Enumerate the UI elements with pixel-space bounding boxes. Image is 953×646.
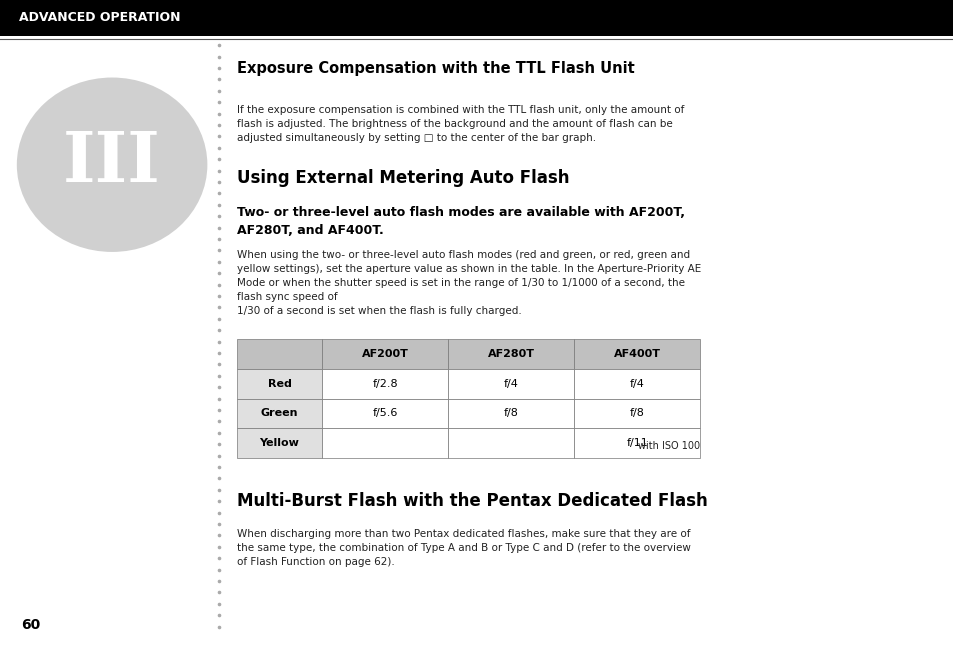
- Text: Green: Green: [260, 408, 298, 419]
- Text: 60: 60: [21, 618, 40, 632]
- Text: f/11: f/11: [626, 438, 647, 448]
- Text: Yellow: Yellow: [259, 438, 299, 448]
- Text: Using External Metering Auto Flash: Using External Metering Auto Flash: [236, 169, 569, 187]
- Bar: [574, 399, 700, 428]
- Text: with ISO 100: with ISO 100: [638, 441, 700, 451]
- Bar: [236, 399, 322, 428]
- Bar: [448, 369, 574, 399]
- Text: f/4: f/4: [629, 379, 644, 389]
- Text: AF280T: AF280T: [487, 349, 535, 359]
- Text: When using the two- or three-level auto flash modes (red and green, or red, gree: When using the two- or three-level auto …: [236, 250, 700, 316]
- Text: If the exposure compensation is combined with the TTL flash unit, only the amoun: If the exposure compensation is combined…: [236, 105, 683, 143]
- Bar: [448, 339, 574, 369]
- Text: Multi-Burst Flash with the Pentax Dedicated Flash: Multi-Burst Flash with the Pentax Dedica…: [236, 492, 706, 510]
- Bar: [236, 339, 322, 369]
- Text: When discharging more than two Pentax dedicated flashes, make sure that they are: When discharging more than two Pentax de…: [236, 529, 690, 567]
- Bar: [448, 428, 574, 458]
- Bar: [322, 369, 448, 399]
- Bar: [574, 369, 700, 399]
- Bar: [236, 369, 322, 399]
- Bar: [322, 339, 448, 369]
- Text: f/8: f/8: [629, 408, 644, 419]
- Bar: [322, 399, 448, 428]
- Text: AF200T: AF200T: [361, 349, 409, 359]
- Bar: [448, 399, 574, 428]
- Bar: [322, 428, 448, 458]
- Bar: [0, 0, 953, 36]
- Text: f/5.6: f/5.6: [373, 408, 397, 419]
- Text: f/4: f/4: [503, 379, 518, 389]
- Text: III: III: [63, 129, 161, 196]
- Text: AF400T: AF400T: [613, 349, 660, 359]
- Bar: [236, 428, 322, 458]
- Text: Two- or three-level auto flash modes are available with AF200T,
AF280T, and AF40: Two- or three-level auto flash modes are…: [236, 206, 684, 236]
- Text: f/2.8: f/2.8: [373, 379, 397, 389]
- Text: ADVANCED OPERATION: ADVANCED OPERATION: [19, 11, 180, 25]
- Text: f/8: f/8: [503, 408, 518, 419]
- Text: Exposure Compensation with the TTL Flash Unit: Exposure Compensation with the TTL Flash…: [236, 61, 634, 76]
- Ellipse shape: [17, 78, 207, 252]
- Bar: [574, 428, 700, 458]
- Bar: [574, 339, 700, 369]
- Text: Red: Red: [267, 379, 292, 389]
